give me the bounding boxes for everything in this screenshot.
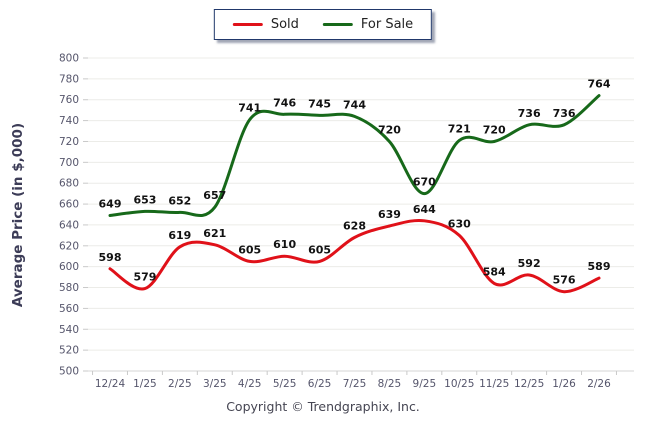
svg-text:1/25: 1/25 — [133, 378, 157, 390]
for-sale-line-swatch — [322, 23, 353, 26]
svg-text:746: 746 — [273, 96, 296, 109]
sold-line-swatch — [232, 23, 263, 26]
svg-text:721: 721 — [448, 122, 471, 135]
svg-text:598: 598 — [99, 251, 122, 264]
svg-text:660: 660 — [59, 199, 79, 211]
svg-text:619: 619 — [168, 229, 191, 242]
svg-text:736: 736 — [518, 107, 541, 120]
svg-text:12/25: 12/25 — [514, 378, 544, 390]
svg-text:745: 745 — [308, 97, 331, 110]
svg-text:640: 640 — [59, 219, 79, 231]
svg-text:7/25: 7/25 — [343, 378, 367, 390]
svg-text:560: 560 — [59, 303, 79, 315]
svg-text:610: 610 — [273, 238, 296, 251]
svg-text:657: 657 — [203, 189, 226, 202]
svg-text:520: 520 — [59, 345, 79, 357]
svg-text:584: 584 — [483, 265, 506, 278]
svg-text:800: 800 — [59, 53, 79, 65]
svg-text:720: 720 — [59, 136, 79, 148]
svg-text:744: 744 — [343, 98, 366, 111]
svg-text:1/26: 1/26 — [552, 378, 576, 390]
svg-text:630: 630 — [448, 217, 471, 230]
svg-text:580: 580 — [59, 282, 79, 294]
svg-text:579: 579 — [133, 271, 156, 284]
svg-text:5/25: 5/25 — [273, 378, 297, 390]
svg-text:2/25: 2/25 — [168, 378, 192, 390]
svg-text:605: 605 — [308, 243, 331, 256]
svg-text:649: 649 — [99, 198, 122, 211]
svg-text:3/25: 3/25 — [203, 378, 227, 390]
svg-text:620: 620 — [59, 240, 79, 252]
svg-text:500: 500 — [59, 366, 79, 378]
svg-text:621: 621 — [203, 227, 226, 240]
legend-item-for-sale[interactable]: For Sale — [322, 17, 414, 32]
legend-label-sold: Sold — [270, 17, 299, 32]
svg-text:589: 589 — [588, 260, 611, 273]
svg-text:628: 628 — [343, 219, 366, 232]
svg-text:720: 720 — [378, 123, 401, 136]
legend-label-for-sale: For Sale — [360, 17, 414, 32]
svg-text:4/25: 4/25 — [238, 378, 262, 390]
svg-text:12/24: 12/24 — [95, 378, 126, 390]
copyright-text: Copyright © Trendgraphix, Inc. — [226, 399, 420, 414]
svg-text:2/26: 2/26 — [587, 378, 611, 390]
svg-text:764: 764 — [588, 78, 611, 91]
svg-text:780: 780 — [59, 73, 79, 85]
svg-text:6/25: 6/25 — [308, 378, 332, 390]
svg-text:9/25: 9/25 — [413, 378, 437, 390]
legend: Sold For Sale — [213, 9, 433, 40]
svg-text:680: 680 — [59, 178, 79, 190]
svg-text:653: 653 — [133, 193, 156, 206]
svg-text:740: 740 — [59, 115, 79, 127]
svg-text:644: 644 — [413, 203, 436, 216]
svg-text:720: 720 — [483, 123, 506, 136]
svg-text:652: 652 — [168, 194, 191, 207]
svg-text:760: 760 — [59, 94, 79, 106]
svg-text:592: 592 — [518, 257, 541, 270]
svg-text:639: 639 — [378, 208, 401, 221]
svg-text:600: 600 — [59, 261, 79, 273]
svg-text:8/25: 8/25 — [378, 378, 402, 390]
svg-text:741: 741 — [238, 102, 261, 115]
svg-text:540: 540 — [59, 324, 79, 336]
svg-text:605: 605 — [238, 243, 261, 256]
svg-text:670: 670 — [413, 176, 436, 189]
svg-text:700: 700 — [59, 157, 79, 169]
legend-item-sold[interactable]: Sold — [232, 17, 299, 32]
svg-text:10/25: 10/25 — [444, 378, 474, 390]
svg-text:576: 576 — [553, 274, 576, 287]
svg-text:11/25: 11/25 — [479, 378, 509, 390]
svg-text:736: 736 — [553, 107, 576, 120]
svg-text:Average Price (in $,000): Average Price (in $,000) — [10, 123, 26, 307]
